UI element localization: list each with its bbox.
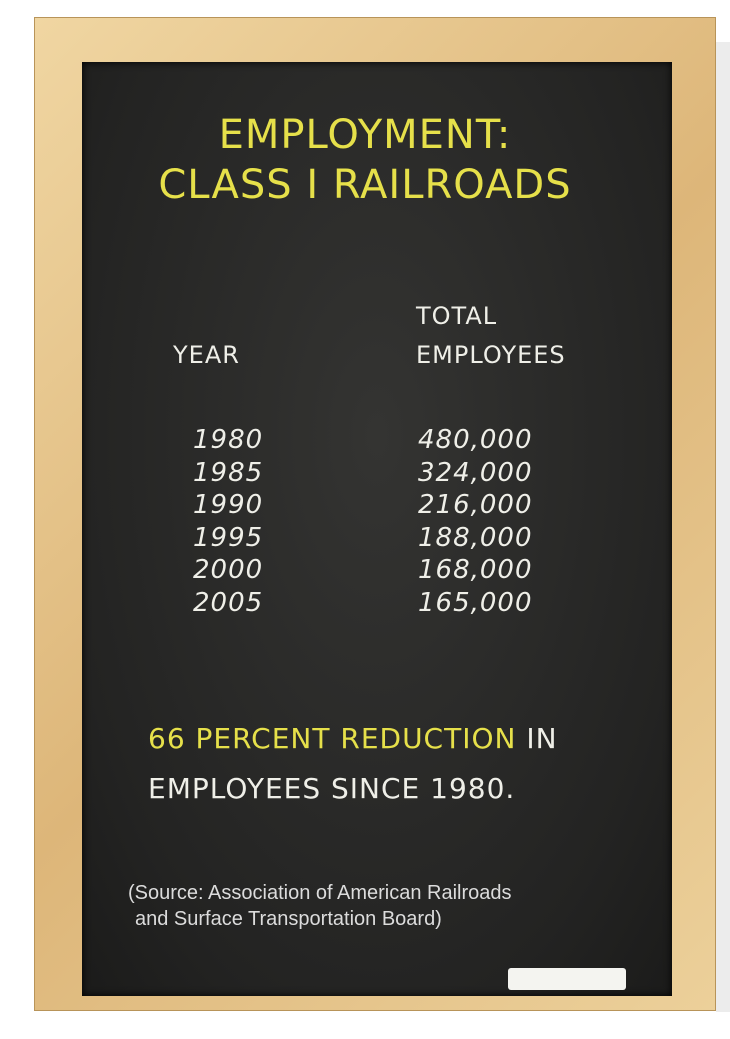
- year-cell: 1985: [193, 457, 264, 488]
- year-cell: 2000: [193, 555, 264, 585]
- year-cell: 1990: [193, 490, 264, 520]
- employees-cell: 480,000: [418, 425, 533, 455]
- employees-cell: 165,000: [418, 587, 533, 618]
- year-cell: 1980: [193, 425, 264, 455]
- note-line: 66 PERCENT REDUCTION IN: [148, 722, 558, 755]
- source-line: and Surface Transportation Board): [135, 908, 442, 930]
- source-line: (Source: Association of American Railroa…: [128, 882, 512, 904]
- header-employees: TOTAL: [416, 302, 498, 330]
- note-text: IN: [526, 722, 558, 755]
- note-line: EMPLOYEES SINCE 1980.: [148, 772, 516, 805]
- chalkboard: [82, 62, 672, 996]
- title-line: CLASS I RAILROADS: [158, 162, 572, 208]
- employees-cell: 216,000: [418, 490, 533, 520]
- employees-cell: 168,000: [418, 555, 533, 585]
- header-employees: EMPLOYEES: [416, 341, 566, 369]
- employees-cell: 324,000: [418, 457, 533, 488]
- header-year: YEAR: [173, 341, 240, 369]
- year-cell: 1995: [193, 522, 264, 553]
- title-line: EMPLOYMENT:: [218, 112, 512, 158]
- chalk: [508, 968, 626, 990]
- note-highlight: 66 PERCENT REDUCTION: [148, 722, 517, 755]
- employees-cell: 188,000: [418, 522, 533, 553]
- edge-strip: [716, 42, 730, 1012]
- year-cell: 2005: [193, 587, 264, 618]
